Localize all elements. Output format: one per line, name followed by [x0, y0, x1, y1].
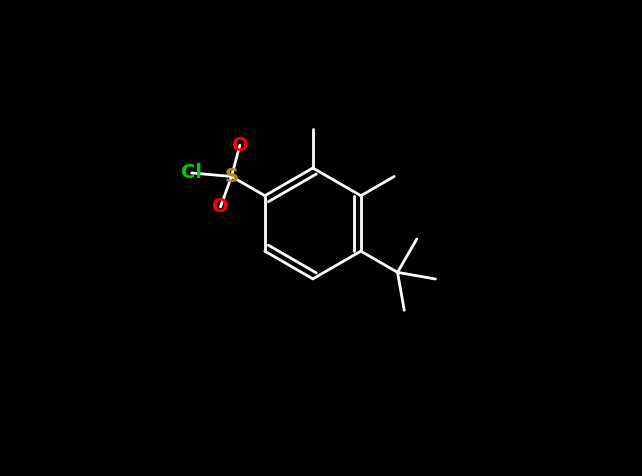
Text: O: O	[212, 198, 229, 217]
Text: S: S	[225, 167, 238, 186]
Text: O: O	[232, 136, 248, 155]
Text: Cl: Cl	[181, 163, 202, 182]
